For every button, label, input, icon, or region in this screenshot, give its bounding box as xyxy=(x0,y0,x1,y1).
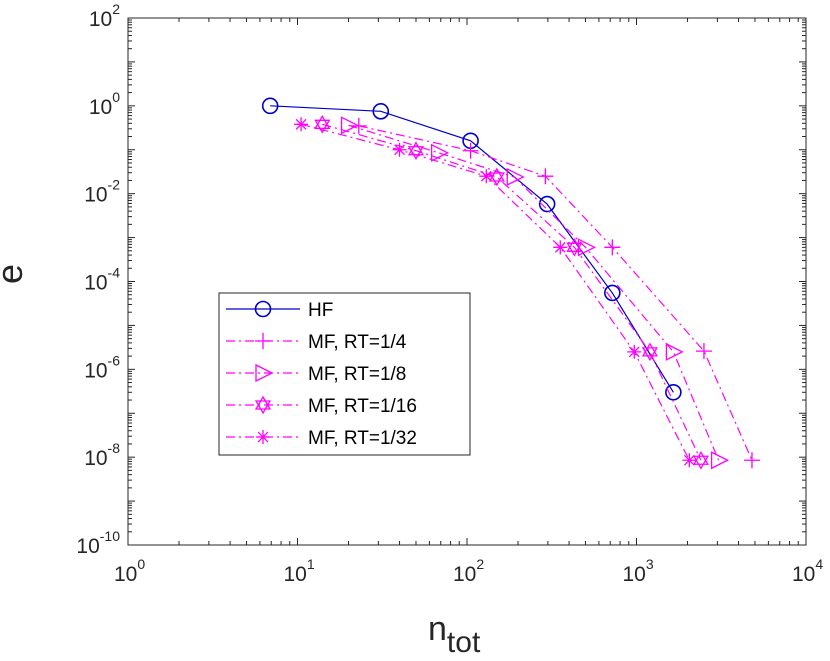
y-tick-base: 10 xyxy=(84,359,107,382)
x-tick-label: 100 xyxy=(114,556,145,586)
y-tick-exponent: 2 xyxy=(112,1,120,17)
legend-label: MF, RT=1/16 xyxy=(308,396,417,417)
data-point xyxy=(695,343,712,360)
data-point xyxy=(566,238,583,257)
x-tick-exponent: 2 xyxy=(476,556,484,572)
data-point xyxy=(372,103,390,120)
data-point xyxy=(340,116,359,135)
axes-box xyxy=(127,17,807,546)
legend-box xyxy=(218,292,471,456)
y-tick-label: 10-4 xyxy=(84,265,120,295)
y-tick-exponent: 0 xyxy=(112,89,120,105)
series-line xyxy=(358,125,753,461)
data-point xyxy=(665,383,682,401)
y-tick-base: 10 xyxy=(84,272,107,295)
data-point xyxy=(665,342,684,361)
y-tick-label: 102 xyxy=(89,1,120,31)
legend-label: HF xyxy=(308,300,333,321)
y-tick-exponent: -2 xyxy=(108,177,121,193)
legend-marker xyxy=(254,300,272,318)
x-tick-base: 10 xyxy=(792,563,815,586)
series-circle xyxy=(261,97,682,401)
x-tick-exponent: 4 xyxy=(815,556,823,572)
data-point xyxy=(350,117,367,134)
x-tick-base: 10 xyxy=(623,563,646,586)
legend-marker xyxy=(256,430,270,444)
data-point xyxy=(641,342,658,362)
legend-marker xyxy=(255,363,274,383)
data-point xyxy=(743,452,760,469)
data-point xyxy=(261,97,279,115)
x-tick-label: 103 xyxy=(623,556,654,586)
data-point xyxy=(604,239,621,256)
data-point xyxy=(506,167,525,187)
y-tick-base: 10 xyxy=(89,96,112,119)
y-tick-label: 10-2 xyxy=(84,177,120,207)
x-axis-label: ntot xyxy=(428,610,481,659)
legend-marker xyxy=(255,333,271,349)
data-point xyxy=(294,117,309,132)
x-tick-base: 10 xyxy=(453,563,476,586)
series-line xyxy=(270,105,674,393)
series-asterisk xyxy=(294,117,697,468)
y-tick-base: 10 xyxy=(76,535,99,558)
tick-labels: 100 101 102 103 10410-1010-810-610-410-21001… xyxy=(76,1,823,586)
series-plus xyxy=(350,117,760,469)
y-tick-exponent: -4 xyxy=(108,265,121,281)
x-tick-exponent: 0 xyxy=(137,556,145,572)
x-tick-label: 104 xyxy=(792,556,823,586)
series-layer xyxy=(261,97,760,470)
data-point xyxy=(537,168,554,185)
series-line xyxy=(348,124,720,461)
series-line xyxy=(300,123,690,461)
data-point xyxy=(604,284,621,302)
data-point xyxy=(692,450,709,470)
x-tick-exponent: 1 xyxy=(307,556,315,572)
data-point xyxy=(392,142,407,157)
data-point xyxy=(462,142,479,159)
series-line xyxy=(322,123,702,461)
y-tick-base: 10 xyxy=(84,447,107,470)
x-tick-exponent: 3 xyxy=(646,556,654,572)
plot-area xyxy=(128,18,806,545)
data-point xyxy=(479,169,494,184)
legend-label: MF, RT=1/4 xyxy=(308,332,407,353)
series-hexagram xyxy=(314,114,709,470)
legend-label: MF, RT=1/8 xyxy=(308,364,406,385)
x-tick-base: 10 xyxy=(114,563,137,586)
data-point xyxy=(538,195,556,213)
y-tick-base: 10 xyxy=(89,8,112,31)
x-tick-label: 102 xyxy=(453,556,484,586)
x-tick-base: 10 xyxy=(284,563,307,586)
data-point xyxy=(553,240,568,255)
y-tick-exponent: -8 xyxy=(108,440,121,456)
legend: HF MF, RT=1/4 MF, RT=1/8 MF, RT=1/16 MF, RT=… xyxy=(218,292,471,456)
y-tick-label: 10-6 xyxy=(84,352,120,382)
y-tick-exponent: -6 xyxy=(108,352,121,368)
data-point xyxy=(682,453,697,468)
x-tick-label: 101 xyxy=(284,556,315,586)
y-tick-base: 10 xyxy=(84,184,107,207)
data-point xyxy=(430,143,450,162)
y-tick-label: 10-10 xyxy=(76,528,120,558)
data-point xyxy=(710,451,730,470)
data-point xyxy=(314,114,331,134)
y-tick-label: 100 xyxy=(89,89,120,119)
y-tick-exponent: -10 xyxy=(100,528,120,544)
y-axis-label: e xyxy=(0,264,30,284)
legend-marker xyxy=(254,395,272,415)
data-point xyxy=(488,167,505,187)
data-point xyxy=(627,344,642,359)
legend-label: MF, RT=1/32 xyxy=(308,428,417,449)
y-tick-label: 10-8 xyxy=(84,440,120,470)
x-axis-label-subscript: tot xyxy=(447,626,481,659)
